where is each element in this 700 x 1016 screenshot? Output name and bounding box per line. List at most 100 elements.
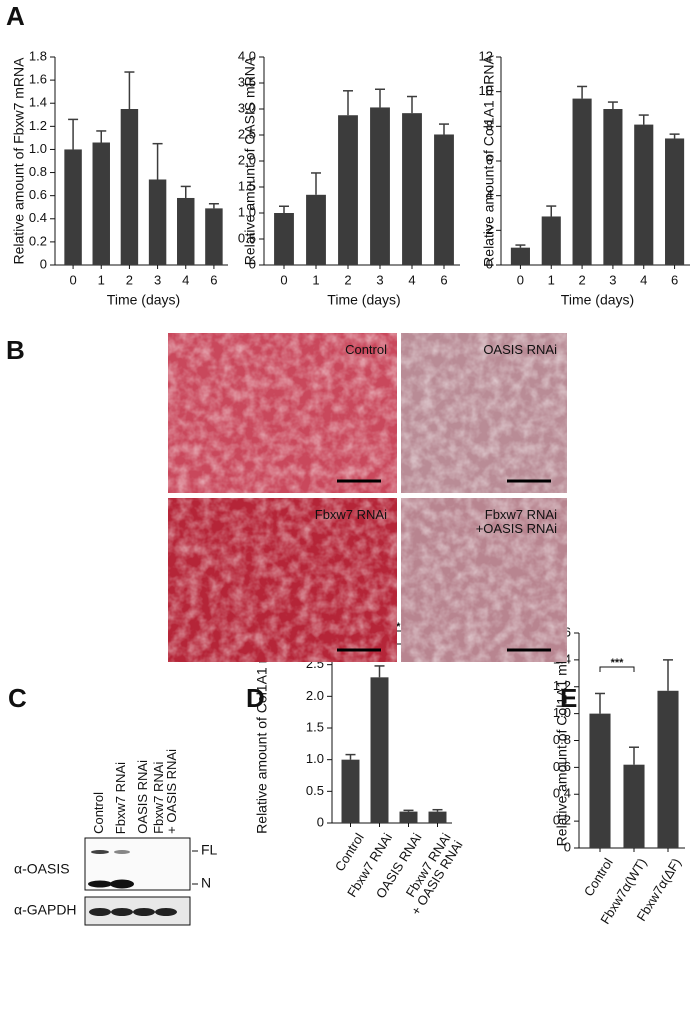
bar [402, 113, 422, 265]
bar [64, 149, 82, 265]
error-bar [432, 808, 443, 812]
blot-band [133, 908, 155, 916]
bar [92, 142, 110, 265]
x-tick-label: 4 [640, 272, 647, 287]
y-axis-label: Relative amount of OASIS mRNA [242, 56, 258, 265]
bar [623, 764, 645, 848]
y-axis-label: Relative amount of Fbxw7 mRNA [11, 57, 27, 265]
blot-band [111, 908, 133, 916]
bar [541, 216, 561, 265]
x-tick-label: 2 [578, 272, 585, 287]
error-bar [68, 118, 79, 150]
x-tick-label: 3 [609, 272, 616, 287]
bar [603, 109, 623, 265]
y-tick-label: 0.2 [553, 813, 571, 828]
stain-label: Fbxw7 RNAi +OASIS RNAi [475, 507, 557, 536]
y-tick-label: 0 [486, 256, 493, 271]
blot-band [110, 879, 134, 889]
significance-label: *** [611, 657, 625, 669]
blot-band [91, 850, 109, 854]
x-tick-label: 1 [98, 272, 105, 287]
y-tick-label: 1.4 [29, 95, 47, 110]
y-tick-label: 1.5 [306, 719, 324, 734]
y-tick-label: 0.8 [29, 164, 47, 179]
y-tick-label: 2.0 [238, 152, 256, 167]
blot-band [114, 850, 130, 854]
y-tick-label: 0 [564, 839, 571, 854]
y-tick-label: 4 [486, 187, 493, 202]
y-tick-label: 1.2 [553, 678, 571, 693]
antibody-label: α-OASIS [14, 861, 70, 877]
y-tick-label: 2 [486, 222, 493, 237]
bar [120, 109, 139, 265]
stain-label: OASIS RNAi [483, 342, 557, 357]
bar [370, 107, 390, 265]
y-tick-label: 8 [486, 118, 493, 133]
bar [205, 208, 223, 265]
x-tick-label: 6 [671, 272, 678, 287]
lane-label: Fbxw7 RNAi [113, 761, 128, 834]
x-tick-label: 4 [408, 272, 415, 287]
band-label: N [201, 875, 211, 891]
error-bar [595, 692, 605, 714]
significance-bracket [599, 666, 635, 672]
y-tick-label: 1.5 [238, 178, 256, 193]
error-bar [124, 71, 135, 109]
y-tick-label: 0.4 [29, 210, 47, 225]
y-tick-label: 0.4 [553, 786, 571, 801]
y-tick-label: 0 [317, 814, 324, 829]
y-tick-label: 2.5 [238, 126, 256, 141]
lane-label: OASIS RNAi [135, 760, 150, 834]
error-bar [669, 133, 680, 139]
blot-band [88, 880, 112, 888]
y-tick-label: 0 [40, 256, 47, 271]
stain-texture [168, 498, 397, 662]
stain-texture [401, 498, 567, 662]
y-tick-label: 3.0 [238, 100, 256, 115]
bar [274, 213, 294, 265]
stain-texture [401, 333, 567, 493]
bar [399, 811, 418, 823]
x-axis-label: Time (days) [561, 292, 634, 308]
x-tick-label: 6 [440, 272, 447, 287]
y-tick-label: 0.8 [553, 732, 571, 747]
y-tick-label: 1.0 [306, 751, 324, 766]
blot-band [155, 908, 177, 916]
x-tick-label: 6 [210, 272, 217, 287]
error-bar [546, 205, 557, 217]
panel-label: E [560, 683, 577, 713]
y-tick-label: 6 [486, 152, 493, 167]
lane-label: Fbxw7 RNAi + OASIS RNAi [151, 749, 179, 834]
bar [341, 759, 360, 823]
stain-label: Fbxw7 RNAi [314, 507, 387, 522]
y-tick-label: 0.5 [238, 230, 256, 245]
y-axis-label: Relative amount of Col1A1 mRNA [481, 55, 497, 267]
x-tick-label: 3 [376, 272, 383, 287]
x-axis-label: Time (days) [327, 292, 400, 308]
error-bar [629, 746, 639, 765]
error-bar [407, 95, 417, 114]
error-bar [638, 114, 649, 125]
y-tick-label: 1.0 [29, 141, 47, 156]
y-tick-label: 4.0 [238, 48, 256, 63]
x-axis-label: Time (days) [107, 292, 180, 308]
bar [434, 134, 454, 265]
y-axis-label: Relative amount of Col1A1 mRNA [254, 622, 270, 834]
bar [572, 98, 592, 265]
x-tick-label: 2 [344, 272, 351, 287]
x-tick-label: 3 [154, 272, 161, 287]
y-tick-label: 2.0 [306, 688, 324, 703]
bar [634, 124, 654, 265]
y-tick-label: 3.5 [238, 74, 256, 89]
error-bar [607, 101, 618, 109]
panel-label: A [6, 1, 25, 31]
y-tick-label: 1.8 [29, 48, 47, 63]
error-bar [96, 130, 107, 143]
y-tick-label: 1.0 [553, 705, 571, 720]
blot-band [89, 908, 111, 916]
lane-label: Control [91, 792, 106, 834]
error-bar [279, 205, 289, 213]
y-tick-label: 0 [249, 256, 256, 271]
stain-texture [168, 333, 397, 493]
